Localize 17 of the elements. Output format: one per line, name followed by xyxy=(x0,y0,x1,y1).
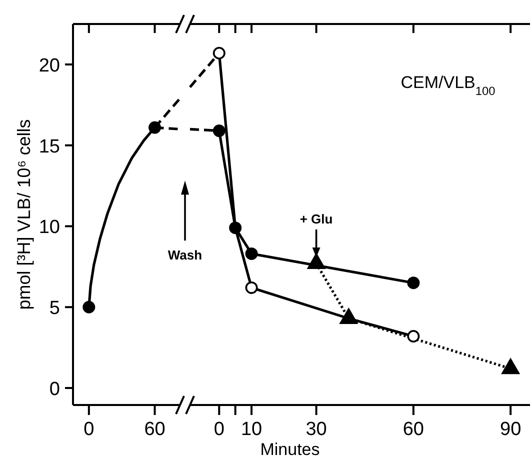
y-tick-label: 0 xyxy=(49,379,60,400)
x-tick-label: 10 xyxy=(240,419,262,440)
y-tick-label: 15 xyxy=(38,136,60,158)
text: CEM/VLB$_{100}$ xyxy=(400,73,496,98)
x-axis-title: Minutes xyxy=(260,440,320,459)
x-tick-label: 0 xyxy=(214,419,224,440)
x-tick-label: 60 xyxy=(144,419,166,440)
y-tick-label: 5 xyxy=(49,298,60,320)
y-tick-label: 10 xyxy=(38,217,60,238)
y-tick-label: 20 xyxy=(38,55,60,76)
annotation: Wash xyxy=(168,248,202,263)
x-tick-label: 60 xyxy=(402,419,424,440)
x-tick-label: 0 xyxy=(84,419,94,440)
x-tick-label: 30 xyxy=(306,419,327,440)
annotation: + Glu xyxy=(300,211,333,226)
y-axis-title: pmol [³H] VLB/ 10⁶ cells xyxy=(14,119,34,310)
x-tick-label: 90 xyxy=(500,419,522,440)
